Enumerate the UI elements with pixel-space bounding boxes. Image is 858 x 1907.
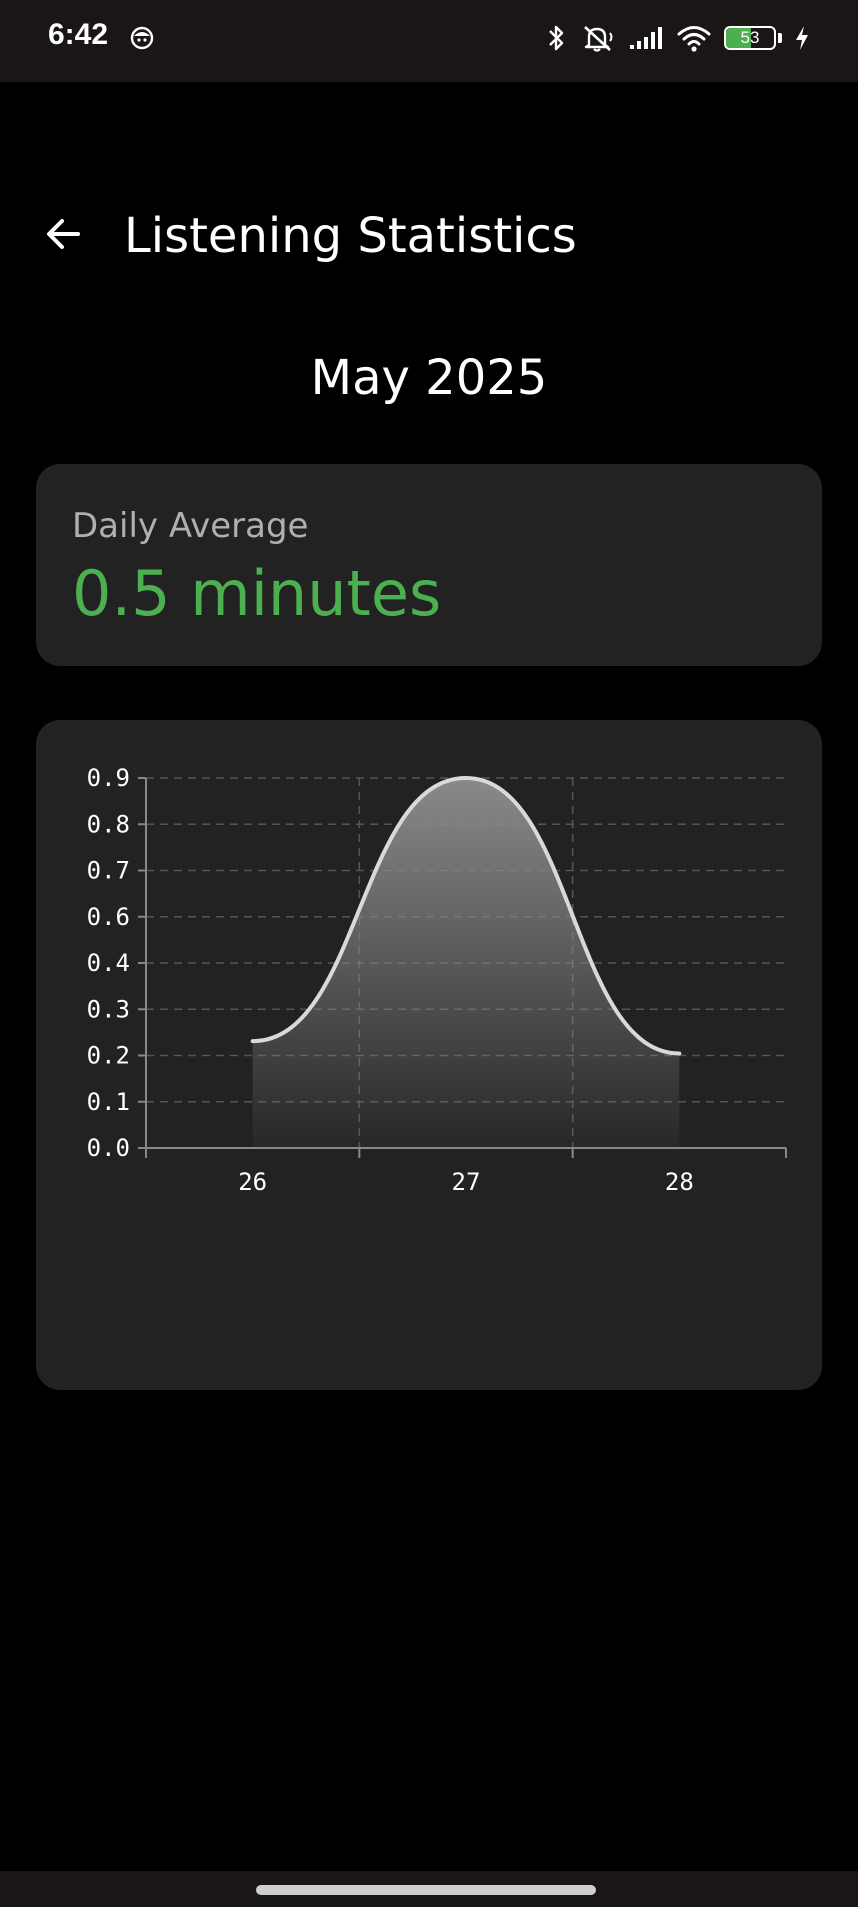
charging-icon — [796, 26, 808, 50]
y-tick-label: 0.6 — [87, 903, 130, 931]
x-tick-label: 27 — [452, 1168, 481, 1196]
y-tick-label: 0.4 — [87, 949, 130, 977]
y-tick-label: 0.1 — [87, 1088, 130, 1116]
chart-card: 0.0 0.1 0.2 0.3 0.4 0.6 0.7 0.8 0.9 26 27 28 — [36, 720, 822, 1390]
y-tick-label: 0.7 — [87, 857, 130, 885]
y-tick-label: 0.3 — [87, 995, 130, 1023]
status-time: 6:42 — [48, 18, 109, 51]
daily-average-value: 0.5 minutes — [72, 557, 442, 630]
status-icons: 53 — [546, 18, 810, 58]
signal-icon — [630, 27, 662, 49]
y-tick-label: 0.8 — [87, 810, 130, 838]
y-tick-label: 0.9 — [87, 764, 130, 792]
battery-level: 53 — [740, 28, 760, 47]
month-label: May 2025 — [310, 350, 548, 406]
daily-average-label: Daily Average — [72, 506, 309, 546]
page-title: Listening Statistics — [124, 208, 577, 264]
back-button[interactable] — [36, 206, 92, 262]
y-tick-label: 0.2 — [87, 1042, 130, 1070]
wifi-icon — [677, 26, 711, 52]
chart-line — [250, 775, 682, 1056]
x-tick-label: 26 — [238, 1168, 267, 1196]
chart-area-fill — [252, 778, 680, 1148]
listening-chart: 0.0 0.1 0.2 0.3 0.4 0.6 0.7 0.8 0.9 26 27 28 — [87, 764, 787, 1196]
home-indicator[interactable] — [256, 1885, 596, 1895]
y-tick-label: 0.0 — [87, 1134, 130, 1162]
arrow-left-icon — [47, 219, 80, 249]
mute-icon — [584, 26, 613, 52]
battery-icon: 53 — [724, 26, 776, 50]
x-tick-label: 28 — [665, 1168, 694, 1196]
status-bar: 6:42 53 — [0, 0, 858, 82]
bluetooth-icon — [549, 25, 564, 51]
battery-tip — [778, 33, 782, 43]
face-icon — [130, 26, 154, 50]
battery-fill — [726, 28, 752, 48]
daily-average-card: Daily Average 0.5 minutes — [36, 464, 822, 666]
